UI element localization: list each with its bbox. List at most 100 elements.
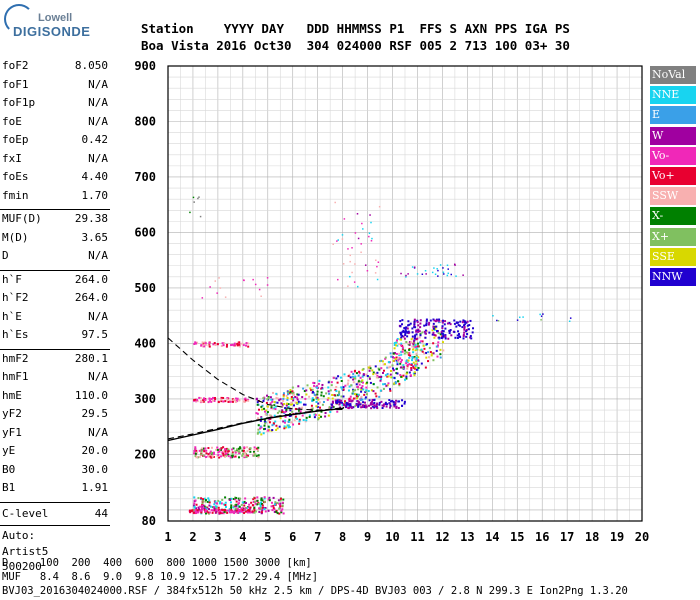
echo-point bbox=[231, 451, 234, 454]
echo-point bbox=[201, 297, 204, 299]
echo-point bbox=[237, 502, 240, 505]
echo-point bbox=[279, 502, 282, 505]
param-separator bbox=[0, 269, 110, 271]
echo-point bbox=[198, 455, 201, 458]
echo-point bbox=[238, 505, 241, 508]
echo-point bbox=[347, 375, 350, 378]
echo-point bbox=[203, 345, 206, 348]
echo-point bbox=[433, 333, 436, 336]
echo-point bbox=[226, 452, 229, 455]
echo-point bbox=[366, 375, 369, 378]
echo-point bbox=[412, 346, 415, 349]
echo-point bbox=[206, 506, 209, 509]
param-value-hf: 264.0 bbox=[74, 272, 108, 286]
y-tick-label: 500 bbox=[134, 281, 156, 295]
param-value-hmf1: N/A bbox=[88, 370, 108, 383]
echo-point bbox=[195, 511, 198, 514]
echo-point bbox=[409, 354, 412, 357]
echo-point bbox=[231, 448, 234, 451]
echo-point bbox=[407, 363, 410, 366]
echo-point bbox=[233, 510, 236, 513]
echo-point bbox=[215, 448, 218, 451]
echo-point bbox=[462, 274, 464, 276]
echo-point bbox=[243, 398, 246, 401]
echo-point bbox=[194, 447, 197, 450]
echo-point bbox=[198, 396, 201, 399]
echo-point bbox=[218, 456, 221, 459]
echo-point bbox=[327, 386, 330, 389]
echo-point bbox=[285, 404, 288, 407]
x-tick-label: 12 bbox=[435, 530, 449, 544]
echo-point bbox=[208, 501, 211, 504]
echo-point bbox=[236, 342, 239, 345]
x-tick-label: 11 bbox=[410, 530, 424, 544]
echo-point bbox=[447, 272, 450, 275]
echo-point bbox=[369, 403, 372, 406]
echo-point bbox=[373, 401, 376, 404]
echo-point bbox=[415, 333, 418, 336]
echo-point bbox=[314, 413, 317, 416]
param-value-b1: 1.91 bbox=[81, 481, 109, 494]
echo-point bbox=[369, 214, 371, 216]
echo-point bbox=[327, 414, 330, 417]
echo-point bbox=[224, 296, 227, 298]
echo-point bbox=[194, 499, 197, 502]
echo-point bbox=[215, 508, 218, 511]
echo-point bbox=[231, 343, 234, 346]
echo-point bbox=[340, 379, 343, 382]
param-value-hes: 97.5 bbox=[81, 328, 109, 341]
param-value-b0: 30.0 bbox=[81, 462, 109, 476]
echo-point bbox=[193, 508, 196, 511]
echo-point bbox=[280, 511, 283, 514]
echo-point bbox=[302, 403, 305, 406]
echo-point bbox=[283, 402, 286, 405]
echo-point bbox=[293, 404, 296, 407]
echo-point bbox=[357, 380, 360, 383]
echo-point bbox=[311, 397, 314, 400]
echo-point bbox=[259, 425, 262, 428]
echo-point bbox=[355, 394, 358, 397]
clevel-value: 44 bbox=[94, 506, 108, 520]
param-label-yf1: yF1 bbox=[2, 425, 22, 439]
echo-point bbox=[247, 454, 250, 457]
echo-point bbox=[278, 410, 281, 413]
echo-point bbox=[315, 398, 318, 401]
echo-point bbox=[348, 373, 351, 376]
echo-point bbox=[396, 372, 399, 375]
header-columns-line: Station YYYY DAY DDD HHMMSS P1 FFS S AXN… bbox=[141, 21, 570, 36]
echo-point bbox=[243, 454, 246, 457]
echo-point bbox=[356, 213, 359, 215]
echo-point bbox=[450, 334, 453, 337]
echo-point bbox=[226, 343, 229, 346]
echo-point bbox=[375, 405, 378, 408]
echo-point bbox=[285, 402, 288, 405]
echo-point bbox=[196, 400, 199, 403]
param-separator bbox=[0, 501, 110, 503]
echo-point bbox=[439, 356, 442, 359]
echo-point bbox=[288, 392, 291, 395]
echo-point bbox=[390, 376, 393, 379]
echo-point bbox=[454, 336, 457, 339]
echo-point bbox=[368, 235, 370, 238]
echo-point bbox=[262, 432, 265, 435]
echo-point bbox=[253, 452, 256, 455]
echo-point bbox=[432, 327, 435, 330]
echo-point bbox=[453, 319, 456, 322]
echo-point bbox=[241, 501, 244, 504]
echo-point bbox=[497, 320, 500, 322]
echo-point bbox=[268, 499, 271, 502]
echo-point bbox=[333, 394, 336, 397]
echo-point bbox=[210, 456, 213, 459]
echo-point bbox=[259, 419, 262, 422]
echo-point bbox=[426, 330, 429, 333]
param-value-fxi: N/A bbox=[88, 151, 108, 165]
x-tick-label: 3 bbox=[214, 530, 221, 544]
echo-point bbox=[337, 278, 339, 281]
plot-border bbox=[167, 65, 643, 522]
echo-point bbox=[318, 379, 321, 382]
echo-point bbox=[229, 456, 232, 459]
echo-point bbox=[380, 378, 383, 381]
echo-point bbox=[267, 419, 270, 422]
echo-point bbox=[204, 509, 207, 512]
echo-point bbox=[284, 415, 287, 418]
